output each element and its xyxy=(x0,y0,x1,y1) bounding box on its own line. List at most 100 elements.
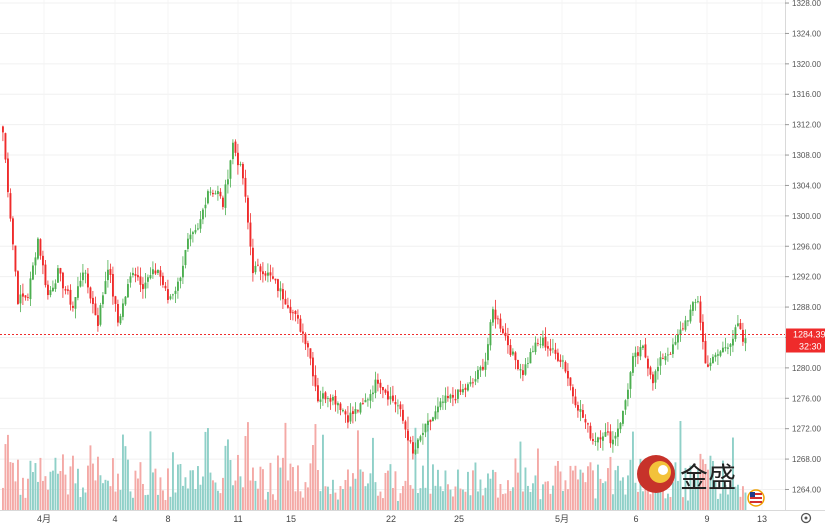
candle-body xyxy=(267,272,269,276)
candle-body xyxy=(327,398,329,399)
volume-bar xyxy=(669,496,672,510)
time-label-8: 8 xyxy=(165,514,170,524)
candle-body xyxy=(402,409,404,421)
candle-body xyxy=(54,283,57,290)
volume-bar xyxy=(364,486,367,510)
candle-body xyxy=(507,335,509,346)
watermark-text: 金盛 xyxy=(680,462,736,493)
volume-bar xyxy=(322,434,324,510)
candle-body xyxy=(714,354,717,358)
volume-bar xyxy=(582,472,584,510)
volume-bar xyxy=(634,482,637,510)
candle-body xyxy=(722,347,724,353)
candle-body xyxy=(377,379,379,384)
volume-bar xyxy=(2,487,4,510)
candle-body xyxy=(582,410,584,418)
candle-body xyxy=(744,338,747,344)
us-flag-icon[interactable] xyxy=(747,489,765,507)
candle-body xyxy=(734,327,737,340)
candle-body xyxy=(184,250,187,266)
volume-bar xyxy=(64,474,67,510)
candle-body xyxy=(239,164,242,165)
candle-body xyxy=(539,344,542,346)
volume-bar xyxy=(609,456,612,510)
volume-bar xyxy=(169,496,172,510)
volume-bar xyxy=(339,486,342,510)
candle-body xyxy=(632,356,634,373)
volume-bar xyxy=(612,494,614,510)
volume-bar xyxy=(189,470,192,510)
candle-body xyxy=(719,351,722,356)
volume-bar xyxy=(29,460,32,510)
time-label-4: 4 xyxy=(112,514,117,524)
candle-body xyxy=(414,449,417,455)
candle-body xyxy=(147,277,149,282)
candle-body xyxy=(272,276,274,279)
volume-bar xyxy=(132,497,134,510)
volume-bar xyxy=(217,490,219,510)
volume-bar xyxy=(482,495,484,510)
candle-body xyxy=(359,403,362,413)
volume-bar xyxy=(632,431,634,510)
volume-bar xyxy=(304,482,307,510)
candle-body xyxy=(424,423,427,433)
volume-bar xyxy=(127,459,129,510)
volume-bar xyxy=(279,467,282,510)
candle-body xyxy=(99,305,102,325)
candle-body xyxy=(512,351,514,355)
candle-body xyxy=(644,344,647,358)
volume-bar xyxy=(87,465,89,510)
candle-body xyxy=(654,371,657,383)
volume-bar xyxy=(377,495,379,510)
volume-bar xyxy=(192,470,194,510)
volume-bar xyxy=(417,493,419,510)
time-label-25: 25 xyxy=(454,514,464,524)
volume-bar xyxy=(507,480,509,510)
volume-bar xyxy=(42,480,44,510)
candle-body xyxy=(599,437,602,440)
candle-body xyxy=(152,269,154,275)
candle-body xyxy=(119,316,122,324)
volume-bar xyxy=(284,422,287,510)
volume-bar xyxy=(722,460,724,510)
volume-bar xyxy=(4,444,7,510)
price-tick-label: 1316.00 xyxy=(792,90,821,99)
volume-bar xyxy=(719,493,722,510)
volume-bar xyxy=(349,486,352,510)
volume-bar xyxy=(249,480,252,510)
volume-bar xyxy=(689,465,692,510)
candle-body xyxy=(697,301,699,303)
candle-body xyxy=(159,270,162,277)
candle-body xyxy=(2,126,4,133)
candle-body xyxy=(602,436,604,441)
volume-bar xyxy=(542,484,544,510)
candle-body xyxy=(7,158,9,193)
current-price-label: 1284.39 xyxy=(793,330,825,340)
candle-body xyxy=(532,350,534,352)
candle-body xyxy=(229,160,232,179)
time-label-6: 6 xyxy=(633,514,638,524)
volume-bar xyxy=(287,480,289,510)
candle-body xyxy=(729,344,732,347)
candle-body xyxy=(374,379,377,393)
volume-bar xyxy=(167,468,169,510)
volume-bar xyxy=(237,454,239,510)
volume-bar xyxy=(109,486,112,510)
volume-bar xyxy=(269,462,272,510)
volume-bar xyxy=(439,486,442,510)
gear-icon[interactable] xyxy=(800,512,812,524)
current-price-badge xyxy=(786,328,825,353)
volume-bar xyxy=(394,471,397,510)
volume-bar xyxy=(154,468,157,510)
volume-bar xyxy=(739,496,742,510)
price-tick-label: 1288.00 xyxy=(792,303,821,312)
candle-body xyxy=(137,275,139,278)
candle-body xyxy=(72,305,74,308)
candle-body xyxy=(694,302,697,303)
candle-body xyxy=(209,191,212,193)
volume-bar xyxy=(347,469,349,510)
candle-body xyxy=(112,274,114,297)
volume-bar xyxy=(297,465,299,510)
candle-body xyxy=(524,364,527,375)
